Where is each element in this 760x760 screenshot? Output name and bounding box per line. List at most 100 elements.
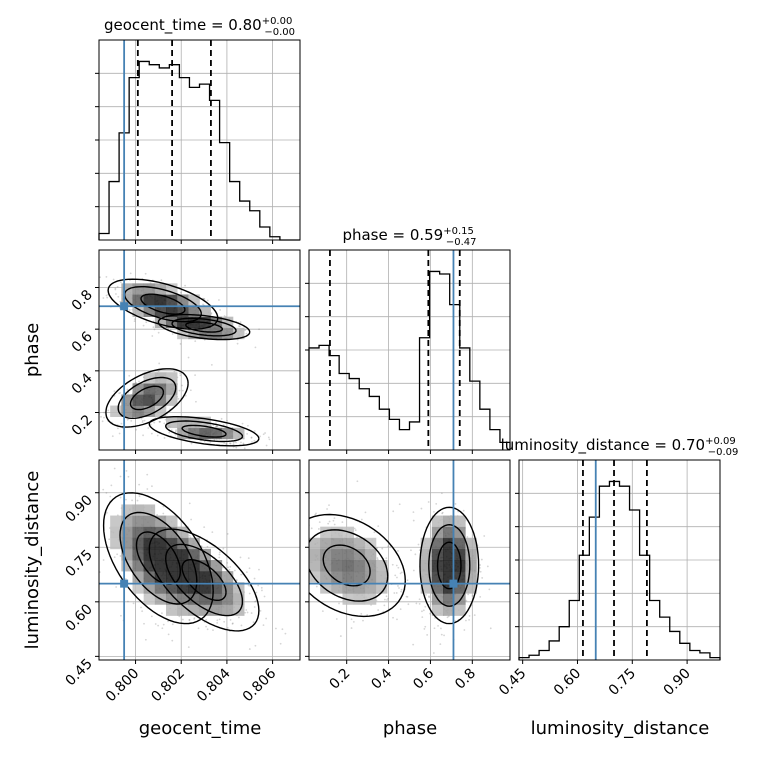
panel-geocent-time-vs-phase-pt (262, 433, 265, 436)
panel-geocent-time-vs-phase-pt (133, 318, 136, 321)
panel-geocent-time-vs-luminosity-distance-pt (110, 484, 113, 487)
panel-phase-vs-luminosity-distance-pt (386, 599, 388, 601)
panel-geocent-time-vs-luminosity-distance-pt (109, 495, 112, 498)
panel-geocent-time-vs-luminosity-distance-pt (205, 618, 208, 621)
panel-geocent-time-vs-luminosity-distance-density-cell (110, 515, 122, 527)
panel-geocent-time-vs-phase-pt (226, 419, 228, 422)
panel-phase-vs-luminosity-distance-density-cell (309, 548, 321, 561)
hist-step-phase (308, 270, 511, 450)
panel-phase-vs-luminosity-distance-density-cell (376, 560, 388, 572)
panel-phase-vs-luminosity-distance-pt (377, 609, 380, 611)
panel-phase-vs-luminosity-distance-contour-0-1 (428, 523, 471, 607)
panel-geocent-time-vs-luminosity-distance-pt (188, 502, 191, 505)
panel-phase-vs-luminosity-distance-pt (279, 550, 281, 552)
x-axis-label-phase: phase (383, 718, 437, 739)
panel-phase-vs-luminosity-distance-density-cell (443, 604, 455, 616)
panel-geocent-time-vs-phase-pt (100, 415, 102, 418)
panel-geocent-time-vs-luminosity-distance-pt (120, 614, 122, 617)
panel-phase-vs-luminosity-distance-pt (315, 512, 317, 515)
panel-geocent-time-vs-phase-frame (98, 249, 301, 451)
x-axis-label-luminosity-distance: luminosity_distance (531, 718, 710, 739)
panel-geocent-time-vs-phase-pt (181, 389, 184, 392)
panel-geocent-time-vs-luminosity-distance-pt (157, 624, 160, 627)
panel-title-sup: +0.09 (705, 436, 736, 447)
panel-geocent-time-vs-luminosity-distance-pt (146, 488, 149, 490)
hist-panel-phase: phase = 0.59+0.15 −0.47 (305, 226, 511, 454)
panel-geocent-time-vs-luminosity-distance-pt (233, 569, 236, 572)
panel-geocent-time-vs-luminosity-distance-pt (218, 553, 221, 556)
panel-phase-vs-luminosity-distance-pt (468, 618, 470, 621)
panel-geocent-time-vs-phase-density-cell (188, 294, 200, 306)
panel-phase-vs-luminosity-distance-pt (480, 558, 483, 561)
panel-phase-vs-luminosity-distance-pt (465, 619, 467, 622)
panel-geocent-time-vs-phase-pt (103, 411, 106, 414)
panel-phase-vs-luminosity-distance-pt (426, 633, 429, 636)
panel-geocent-time-vs-luminosity-distance-pt (245, 571, 248, 574)
panel-geocent-time-vs-luminosity-distance-pt (138, 495, 141, 497)
panel-geocent-time-vs-luminosity-distance-density-cell (121, 537, 133, 550)
panel-geocent-time-vs-phase-pt (150, 432, 153, 435)
panel-phase-vs-luminosity-distance-pt (333, 523, 336, 526)
panel-phase-vs-luminosity-distance-pt (394, 574, 397, 577)
panel-geocent-time-vs-luminosity-distance-pt (250, 612, 253, 614)
panel-geocent-time-vs-phase-pt (250, 436, 253, 439)
panel-geocent-time-vs-phase-density-cell (143, 383, 156, 395)
panel-geocent-time-vs-phase-pt (241, 422, 244, 425)
panel-geocent-time-vs-luminosity-distance-density-cell (132, 537, 144, 550)
panel-geocent-time-vs-luminosity-distance-pt (257, 584, 260, 587)
panel-geocent-time-vs-luminosity-distance-density-cell (188, 571, 200, 583)
panel-geocent-time-vs-phase-contour-2-1 (117, 376, 177, 419)
panel-geocent-time-vs-phase-pt (184, 394, 187, 397)
panel-geocent-time-vs-luminosity-distance-density-cell (166, 560, 178, 572)
panel-phase-vs-luminosity-distance-density-cell (320, 537, 332, 550)
panel-phase-vs-luminosity-distance-pt (395, 592, 398, 594)
panel-geocent-time-vs-luminosity-distance-pt (218, 556, 221, 559)
panel-geocent-time-vs-phase-pt (242, 442, 245, 445)
y-axis-label-phase: phase (22, 323, 43, 377)
panel-geocent-time-vs-luminosity-distance-xtick-label-0: 0.800 (103, 666, 143, 706)
panel-geocent-time-vs-phase-pt (119, 300, 122, 303)
panel-geocent-time-vs-phase-density-cell (110, 405, 122, 417)
panel-phase-vs-luminosity-distance-density-cell (431, 582, 444, 594)
panel-geocent-time-vs-phase-pt (142, 324, 145, 327)
panel-geocent-time-vs-phase-pt (106, 296, 109, 299)
panel-phase-vs-luminosity-distance-pt (441, 511, 444, 514)
panel-geocent-time-vs-luminosity-distance-pt (212, 629, 214, 632)
panel-geocent-time-vs-phase-pt (190, 442, 193, 445)
panel-geocent-time-vs-phase-pt (67, 267, 69, 269)
panel-phase-vs-luminosity-distance-density-cell (454, 593, 466, 605)
panel-phase-vs-luminosity-distance-pt (300, 554, 302, 556)
panel-phase-vs-luminosity-distance-pt (376, 547, 378, 550)
panel-geocent-time-vs-luminosity-distance-pt (54, 491, 56, 493)
panel-geocent-time-vs-phase-pt (174, 433, 177, 436)
panel-geocent-time-vs-luminosity-distance-pt (226, 627, 229, 629)
panel-phase-vs-luminosity-distance-density-cell (420, 548, 433, 561)
panel-geocent-time-vs-phase-pt (159, 420, 162, 423)
panel-geocent-time-vs-phase-pt (130, 419, 133, 422)
panel-geocent-time-vs-luminosity-distance-density-cell (188, 582, 200, 594)
panel-phase-vs-luminosity-distance-density-cell (420, 571, 433, 583)
panel-phase-vs-luminosity-distance-pt (410, 549, 412, 552)
panel-phase-vs-luminosity-distance-pt (471, 594, 474, 597)
panel-phase-vs-luminosity-distance-pt (291, 576, 293, 578)
panel-geocent-time-vs-luminosity-distance-pt (108, 538, 111, 541)
panel-geocent-time-vs-luminosity-distance-pt (96, 557, 98, 559)
panel-geocent-time-vs-phase-pt (101, 420, 104, 423)
panel-geocent-time-vs-luminosity-distance-pt (229, 619, 232, 621)
panel-phase-vs-luminosity-distance-pt (422, 609, 425, 612)
panel-phase-vs-luminosity-distance-pt (399, 608, 402, 611)
panel-geocent-time-vs-luminosity-distance-density-cell (188, 548, 200, 561)
panel-geocent-time-vs-luminosity-distance-pt (247, 557, 250, 560)
panel-geocent-time-vs-luminosity-distance-pt (211, 531, 214, 533)
panel-geocent-time-vs-phase-pt (216, 425, 219, 428)
panel-geocent-time-vs-phase-pt (145, 321, 148, 324)
panel-geocent-time-vs-phase-pt (238, 325, 240, 328)
panel-phase-vs-luminosity-distance-pt (387, 597, 389, 600)
hist-2-xtick-label-2: 0.75 (606, 666, 639, 699)
panel-phase-vs-luminosity-distance-pt (298, 527, 300, 529)
panel-phase-vs-luminosity-distance-density-cell (309, 571, 321, 583)
panel-phase-vs-luminosity-distance-pt (356, 480, 359, 483)
panel-phase-vs-luminosity-distance-density-cell (443, 526, 455, 539)
panel-phase-vs-luminosity-distance-pt (478, 567, 481, 569)
